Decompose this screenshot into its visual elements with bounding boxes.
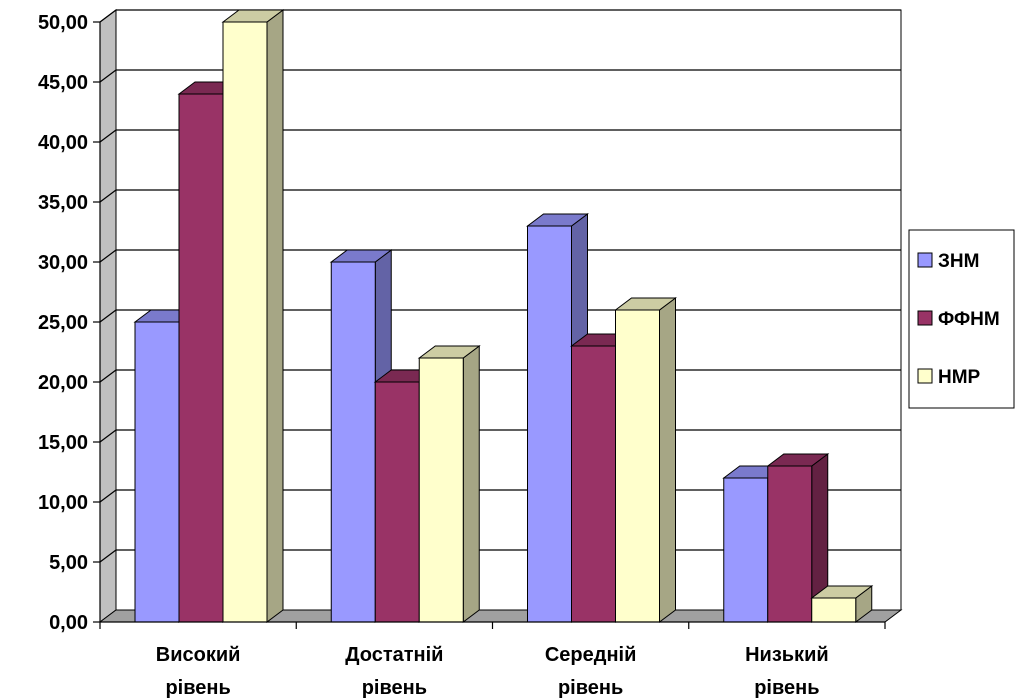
x-category-label-line: рівень: [754, 677, 819, 699]
y-tick-label: 45,00: [38, 72, 88, 94]
gridline: [99, 129, 901, 143]
bar: [221, 9, 285, 623]
bar-front: [767, 465, 813, 623]
bar: [614, 297, 677, 623]
gridline: [99, 69, 901, 83]
x-category-label-line: Достатній: [345, 644, 443, 666]
bar-front: [615, 309, 660, 623]
y-tick-label: 50,00: [38, 12, 88, 34]
bar-front: [222, 21, 268, 623]
x-category-label-line: рівень: [165, 677, 230, 699]
legend: ЗНМ ФФНМ НМР: [908, 229, 1015, 409]
legend-swatch: [917, 368, 933, 384]
x-category-label-line: рівень: [362, 677, 427, 699]
legend-label: НМР: [938, 367, 981, 388]
legend-swatch: [917, 252, 933, 268]
y-axis: 0,00 5,00 10,00 15,00 20,00 25,00 30,00 35,00 40…: [38, 12, 101, 634]
y-tick-label: 5,00: [49, 552, 88, 574]
bar: [417, 345, 481, 623]
bar-front: [374, 381, 420, 623]
bar-front: [178, 93, 224, 623]
gridline: [99, 9, 901, 23]
y-tick-label: 25,00: [38, 312, 88, 334]
bar-side: [266, 9, 284, 623]
gridline: [99, 249, 901, 263]
x-category-label: Високий рівень: [156, 644, 241, 699]
y-tick-label: 40,00: [38, 132, 88, 154]
y-tick-label: 35,00: [38, 192, 88, 214]
x-category-label-line: рівень: [558, 677, 623, 699]
legend-label: ФФНМ: [938, 309, 1000, 330]
bar-front: [723, 477, 769, 623]
x-category-label-line: Низький: [745, 644, 829, 666]
x-category-label: Середній рівень: [545, 644, 637, 699]
gridline: [99, 189, 901, 203]
y-tick-label: 0,00: [49, 612, 88, 634]
legend-label: ЗНМ: [938, 251, 979, 272]
y-tick-label: 15,00: [38, 432, 88, 454]
x-category-label: Низький рівень: [745, 644, 829, 699]
legend-swatch: [917, 310, 933, 326]
bar: [810, 585, 874, 623]
x-axis: Високий рівень Достатній рівень Середній ріве…: [99, 621, 886, 699]
bar-front: [330, 261, 376, 623]
bar-front: [571, 345, 616, 623]
x-category-label-line: Високий: [156, 644, 241, 666]
bar-front: [527, 225, 572, 623]
y-tick-label: 30,00: [38, 252, 88, 274]
bar-front: [134, 321, 180, 623]
bar-front: [811, 597, 857, 623]
y-tick-label: 20,00: [38, 372, 88, 394]
x-category-label-line: Середній: [545, 644, 637, 666]
x-category-label: Достатній рівень: [345, 644, 443, 699]
bar-side: [462, 345, 480, 623]
bar-side: [659, 297, 676, 623]
bar-front: [418, 357, 464, 623]
y-tick-label: 10,00: [38, 492, 88, 514]
